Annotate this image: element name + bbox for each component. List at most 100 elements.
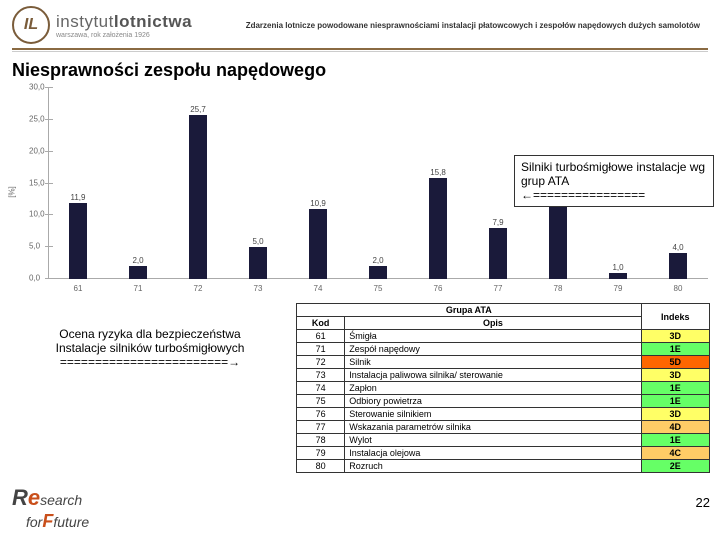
cell-opis: Instalacja paliwowa silnika/ sterowanie [345, 369, 641, 382]
arrow-left-icon: ←================ [521, 188, 707, 202]
cell-kod: 77 [297, 421, 345, 434]
cell-kod: 76 [297, 408, 345, 421]
table-row: 80Rozruch2E [297, 460, 710, 473]
bar-column: 15,876 [408, 87, 468, 279]
ata-group-header: Grupa ATA [297, 304, 642, 317]
table-row: 71Zespół napędowy1E [297, 343, 710, 356]
cell-indeks: 3D [641, 369, 709, 382]
bar [249, 247, 267, 279]
cell-kod: 80 [297, 460, 345, 473]
header: IL instytutlotnictwa warszawa, rok założ… [0, 0, 720, 46]
cell-opis: Zespół napędowy [345, 343, 641, 356]
footer-logo-f: F [42, 511, 53, 531]
bar-column: 25,772 [168, 87, 228, 279]
x-tick-label: 79 [614, 284, 623, 293]
ata-table-body: 61Śmigła3D71Zespół napędowy1E72Silnik5D7… [297, 330, 710, 473]
lower-section: Ocena ryzyka dla bezpieczeństwa Instalac… [0, 297, 720, 473]
x-tick-label: 75 [374, 284, 383, 293]
cell-kod: 73 [297, 369, 345, 382]
y-tick-label: 0,0 [29, 274, 40, 283]
y-tick-label: 25,0 [29, 114, 45, 123]
logo-name: instytutlotnictwa [56, 12, 192, 32]
cell-opis: Sterowanie silnikiem [345, 408, 641, 421]
logo-subtitle: warszawa, rok założenia 1926 [56, 32, 192, 39]
cell-kod: 78 [297, 434, 345, 447]
y-tick-label: 15,0 [29, 178, 45, 187]
y-axis-label: [%] [7, 186, 16, 198]
cell-indeks: 5D [641, 356, 709, 369]
y-tick-label: 20,0 [29, 146, 45, 155]
bar-column: 10,974 [288, 87, 348, 279]
logo-text: instytutlotnictwa warszawa, rok założeni… [56, 12, 192, 39]
bar-value-label: 25,7 [190, 105, 206, 114]
cell-opis: Wylot [345, 434, 641, 447]
ata-col-kod: Kod [297, 317, 345, 330]
cell-indeks: 1E [641, 395, 709, 408]
table-row: 76Sterowanie silnikiem3D [297, 408, 710, 421]
lower-line-2: Instalacje silników turbośmigłowych [10, 341, 290, 355]
lower-caption: Ocena ryzyka dla bezpieczeństwa Instalac… [10, 303, 290, 473]
x-tick-label: 77 [494, 284, 503, 293]
bar-value-label: 1,0 [612, 263, 623, 272]
table-row: 72Silnik5D [297, 356, 710, 369]
page-title: Niesprawności zespołu napędowego [0, 56, 720, 87]
y-tick-label: 30,0 [29, 83, 45, 92]
cell-indeks: 3D [641, 330, 709, 343]
logo-mark-icon: IL [12, 6, 50, 44]
bar-value-label: 2,0 [372, 256, 383, 265]
bar-value-label: 7,9 [492, 218, 503, 227]
table-row: 61Śmigła3D [297, 330, 710, 343]
footer-logo-r-icon: R [12, 485, 28, 510]
cell-kod: 71 [297, 343, 345, 356]
cell-kod: 79 [297, 447, 345, 460]
cell-indeks: 1E [641, 434, 709, 447]
y-tick-label: 10,0 [29, 210, 45, 219]
cell-indeks: 4D [641, 421, 709, 434]
table-row: 78Wylot1E [297, 434, 710, 447]
x-tick-label: 80 [674, 284, 683, 293]
bar-column: 5,073 [228, 87, 288, 279]
bar [369, 266, 387, 279]
bar-value-label: 2,0 [132, 256, 143, 265]
bar [69, 203, 87, 279]
cell-opis: Silnik [345, 356, 641, 369]
table-row: 77Wskazania parametrów silnika4D [297, 421, 710, 434]
bar-column: 2,071 [108, 87, 168, 279]
table-row: 74Zapłon1E [297, 382, 710, 395]
x-tick-label: 72 [194, 284, 203, 293]
cell-opis: Instalacja olejowa [345, 447, 641, 460]
cell-indeks: 4C [641, 447, 709, 460]
cell-opis: Śmigła [345, 330, 641, 343]
bar-value-label: 11,9 [71, 193, 86, 202]
y-tick-label: 5,0 [29, 242, 40, 251]
cell-kod: 75 [297, 395, 345, 408]
cell-kod: 72 [297, 356, 345, 369]
bar-column: 11,961 [48, 87, 108, 279]
annotation-text: Silniki turbośmigłowe instalacje wg grup… [521, 160, 707, 188]
lower-line-1: Ocena ryzyka dla bezpieczeństwa [10, 327, 290, 341]
ata-col-opis: Opis [345, 317, 641, 330]
x-tick-label: 73 [254, 284, 263, 293]
page-number: 22 [696, 495, 710, 510]
bar [309, 209, 327, 279]
footer-logo: Research forFfuture [12, 485, 89, 532]
bar [129, 266, 147, 279]
x-tick-label: 76 [434, 284, 443, 293]
table-row: 75Odbiory powietrza1E [297, 395, 710, 408]
cell-opis: Wskazania parametrów silnika [345, 421, 641, 434]
cell-indeks: 1E [641, 382, 709, 395]
x-tick-label: 74 [314, 284, 323, 293]
logo-name-1: instytut [56, 12, 114, 31]
table-row: 79Instalacja olejowa4C [297, 447, 710, 460]
cell-kod: 74 [297, 382, 345, 395]
footer-logo-future: future [53, 514, 89, 530]
bar-value-label: 5,0 [252, 237, 263, 246]
cell-opis: Rozruch [345, 460, 641, 473]
cell-indeks: 3D [641, 408, 709, 421]
bar-value-label: 4,0 [672, 243, 683, 252]
footer-logo-for: for [26, 514, 42, 530]
bar [429, 178, 447, 279]
x-tick-label: 61 [74, 284, 83, 293]
arrow-right-icon: ========================→ [10, 355, 290, 369]
bar [609, 273, 627, 279]
